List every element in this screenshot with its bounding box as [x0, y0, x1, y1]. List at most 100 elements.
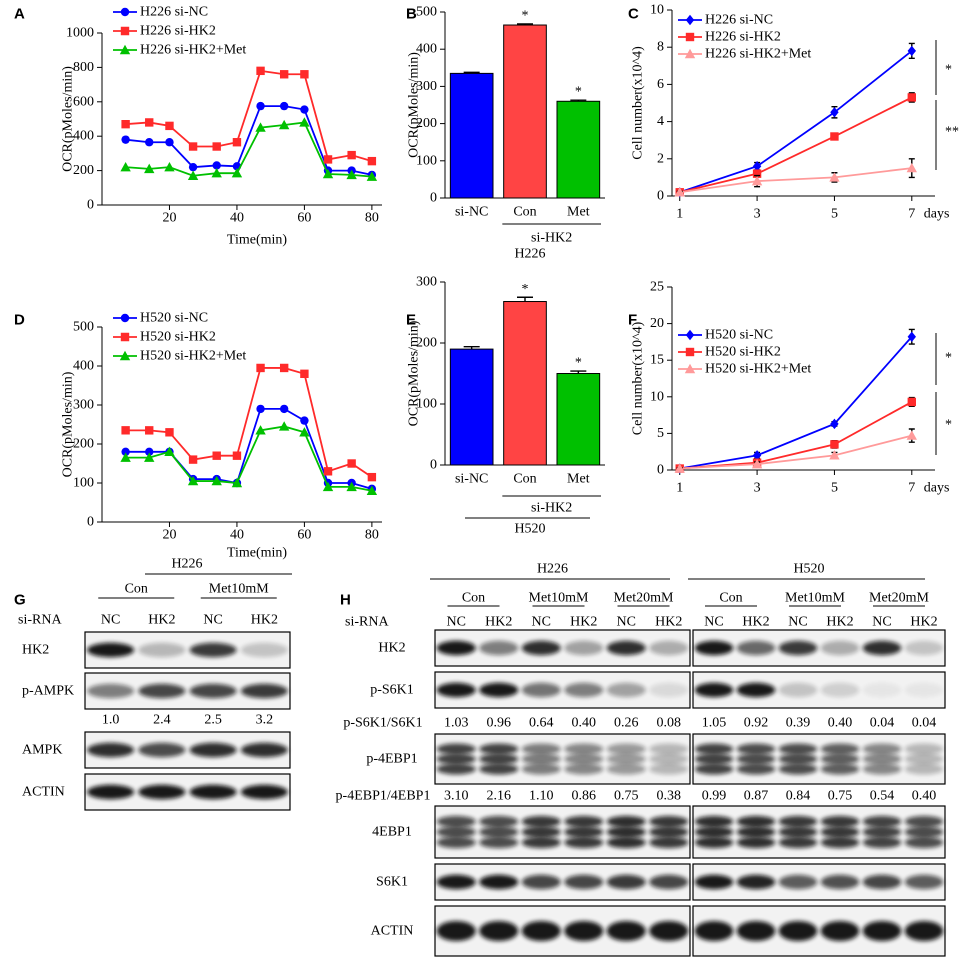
- blot-band: [904, 682, 944, 698]
- marker: [323, 155, 333, 164]
- marker: [346, 481, 357, 492]
- marker: [367, 472, 377, 482]
- blot-band: [778, 836, 818, 849]
- blot-band: [436, 640, 476, 656]
- blot-band: [904, 836, 944, 849]
- series-line: [679, 336, 913, 470]
- ratio-value: 2.5: [204, 713, 222, 728]
- y-tick-label: 0: [430, 458, 437, 473]
- blot-band: [736, 763, 776, 775]
- series-line: [125, 425, 373, 492]
- blot-band: [606, 763, 646, 775]
- ratio-value: 0.99: [702, 789, 727, 804]
- blot-box: [434, 671, 691, 709]
- blot-band: [138, 784, 186, 800]
- ratio-value: 3.10: [444, 789, 469, 804]
- y-tick-label: 1000: [66, 26, 94, 41]
- blot-band: [904, 874, 944, 890]
- blot-band: [564, 682, 604, 698]
- marker: [829, 450, 840, 460]
- x-tick-label: 60: [297, 528, 311, 543]
- marker: [121, 426, 130, 435]
- y-tick-label: 100: [73, 476, 94, 491]
- marker: [300, 105, 309, 114]
- blot-band: [649, 826, 689, 838]
- marker: [907, 93, 916, 102]
- blot-band: [694, 743, 734, 755]
- ratio-value: 1.05: [702, 716, 727, 731]
- series-line: [125, 408, 373, 490]
- marker: [187, 170, 199, 180]
- y-tick-label: 8: [657, 40, 664, 55]
- x-tick-label: 5: [831, 481, 838, 496]
- blot-band: [736, 815, 776, 828]
- legend-label: H226 si-HK2+Met: [140, 43, 246, 58]
- legend-marker: [120, 332, 130, 342]
- blot-band: [521, 743, 561, 755]
- condition-label: Con: [719, 591, 742, 606]
- series-line: [679, 50, 913, 194]
- x-axis-label: days: [924, 207, 950, 222]
- x-tick-label: 1: [676, 207, 683, 222]
- lane-label: NC: [532, 615, 551, 630]
- marker: [188, 455, 198, 464]
- legend-marker: [119, 44, 131, 55]
- x-tick-label: 20: [162, 528, 176, 543]
- marker: [300, 70, 309, 79]
- marker: [830, 440, 839, 449]
- marker: [322, 168, 334, 179]
- marker: [144, 163, 155, 174]
- y-tick-label: 6: [657, 77, 664, 92]
- ratio-value: 0.08: [657, 716, 682, 731]
- marker: [830, 107, 839, 118]
- marker: [212, 451, 221, 460]
- condition-label: Met10mM: [209, 582, 269, 597]
- blot-band: [606, 682, 646, 698]
- marker: [674, 187, 685, 197]
- blot-band: [862, 874, 902, 890]
- lane-label: NC: [872, 615, 891, 630]
- blot-band: [778, 826, 818, 838]
- y-tick-label: 300: [416, 275, 437, 290]
- x-tick-label: 80: [365, 211, 379, 226]
- legend-marker: [120, 26, 130, 36]
- row-label: p-S6K1: [370, 683, 414, 698]
- marker: [347, 459, 356, 468]
- si-rna-label: si-RNA: [18, 613, 62, 628]
- condition-label: Con: [462, 591, 485, 606]
- legend-label: H226 si-HK2: [705, 30, 781, 45]
- row-label: p-AMPK: [22, 684, 74, 699]
- bar: [449, 72, 494, 199]
- blot-band: [649, 836, 689, 849]
- legend-label: H226 si-NC: [140, 5, 208, 20]
- blot-band: [564, 743, 604, 755]
- blot-band: [649, 763, 689, 775]
- blot-band: [778, 874, 818, 890]
- legend-label: H520 si-NC: [140, 311, 208, 326]
- blot-band: [904, 640, 944, 656]
- blot-band: [649, 682, 689, 698]
- marker: [145, 426, 154, 435]
- legend-label: H520 si-HK2: [140, 330, 216, 345]
- blot-band: [606, 815, 646, 828]
- marker: [751, 458, 763, 469]
- blot-band: [436, 743, 476, 755]
- ratio-value: 0.39: [786, 716, 811, 731]
- blot-band: [820, 815, 860, 828]
- blot-band: [436, 874, 476, 890]
- blot-band: [649, 921, 689, 941]
- blot-band: [778, 763, 818, 775]
- y-tick-label: 0: [87, 515, 94, 530]
- series-line: [125, 105, 373, 176]
- bar: [503, 301, 547, 466]
- group-label: si-HK2: [531, 231, 572, 246]
- blot-band: [436, 826, 476, 838]
- y-tick-label: 20: [650, 316, 664, 331]
- marker: [144, 452, 155, 462]
- legend-marker: [120, 313, 130, 323]
- blot-band: [904, 743, 944, 755]
- blot-band: [904, 815, 944, 828]
- marker: [299, 117, 310, 127]
- blot-band: [240, 742, 288, 758]
- marker: [120, 161, 131, 172]
